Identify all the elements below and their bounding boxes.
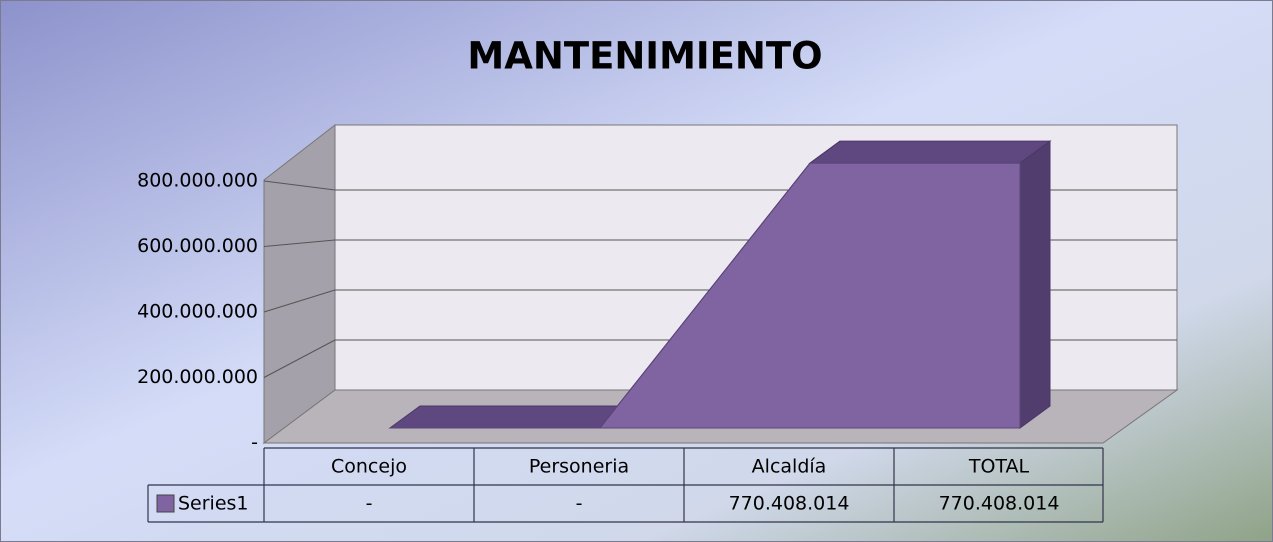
grid-line (263, 289, 336, 313)
table-value: - (576, 493, 583, 515)
table-value: 770.408.014 (729, 493, 850, 515)
legend-key (156, 494, 175, 513)
category-label: Personeria (529, 456, 629, 478)
grid-line (263, 239, 336, 247)
grid-line (263, 339, 336, 378)
area-top (808, 140, 1052, 164)
category-label: Alcaldía (752, 456, 827, 478)
y-tick-label: 600.000.000 (137, 235, 258, 257)
y-tick-label: 200.000.000 (137, 366, 258, 388)
y-tick-label: - (251, 432, 258, 454)
side-wall (263, 123, 336, 444)
table-value: 770.408.014 (939, 493, 1060, 515)
area-line (390, 162, 1020, 429)
category-label: TOTAL (968, 456, 1030, 478)
category-label: Concejo (331, 456, 407, 478)
legend-label: Series1 (178, 493, 249, 515)
area-side (1019, 140, 1051, 429)
grid-line (263, 180, 336, 191)
area-top (388, 405, 632, 429)
y-tick-label: 800.000.000 (137, 170, 258, 192)
chart-title: MANTENIMIENTO (467, 35, 822, 78)
y-tick-label: 400.000.000 (137, 301, 258, 323)
table-value: - (366, 493, 373, 515)
